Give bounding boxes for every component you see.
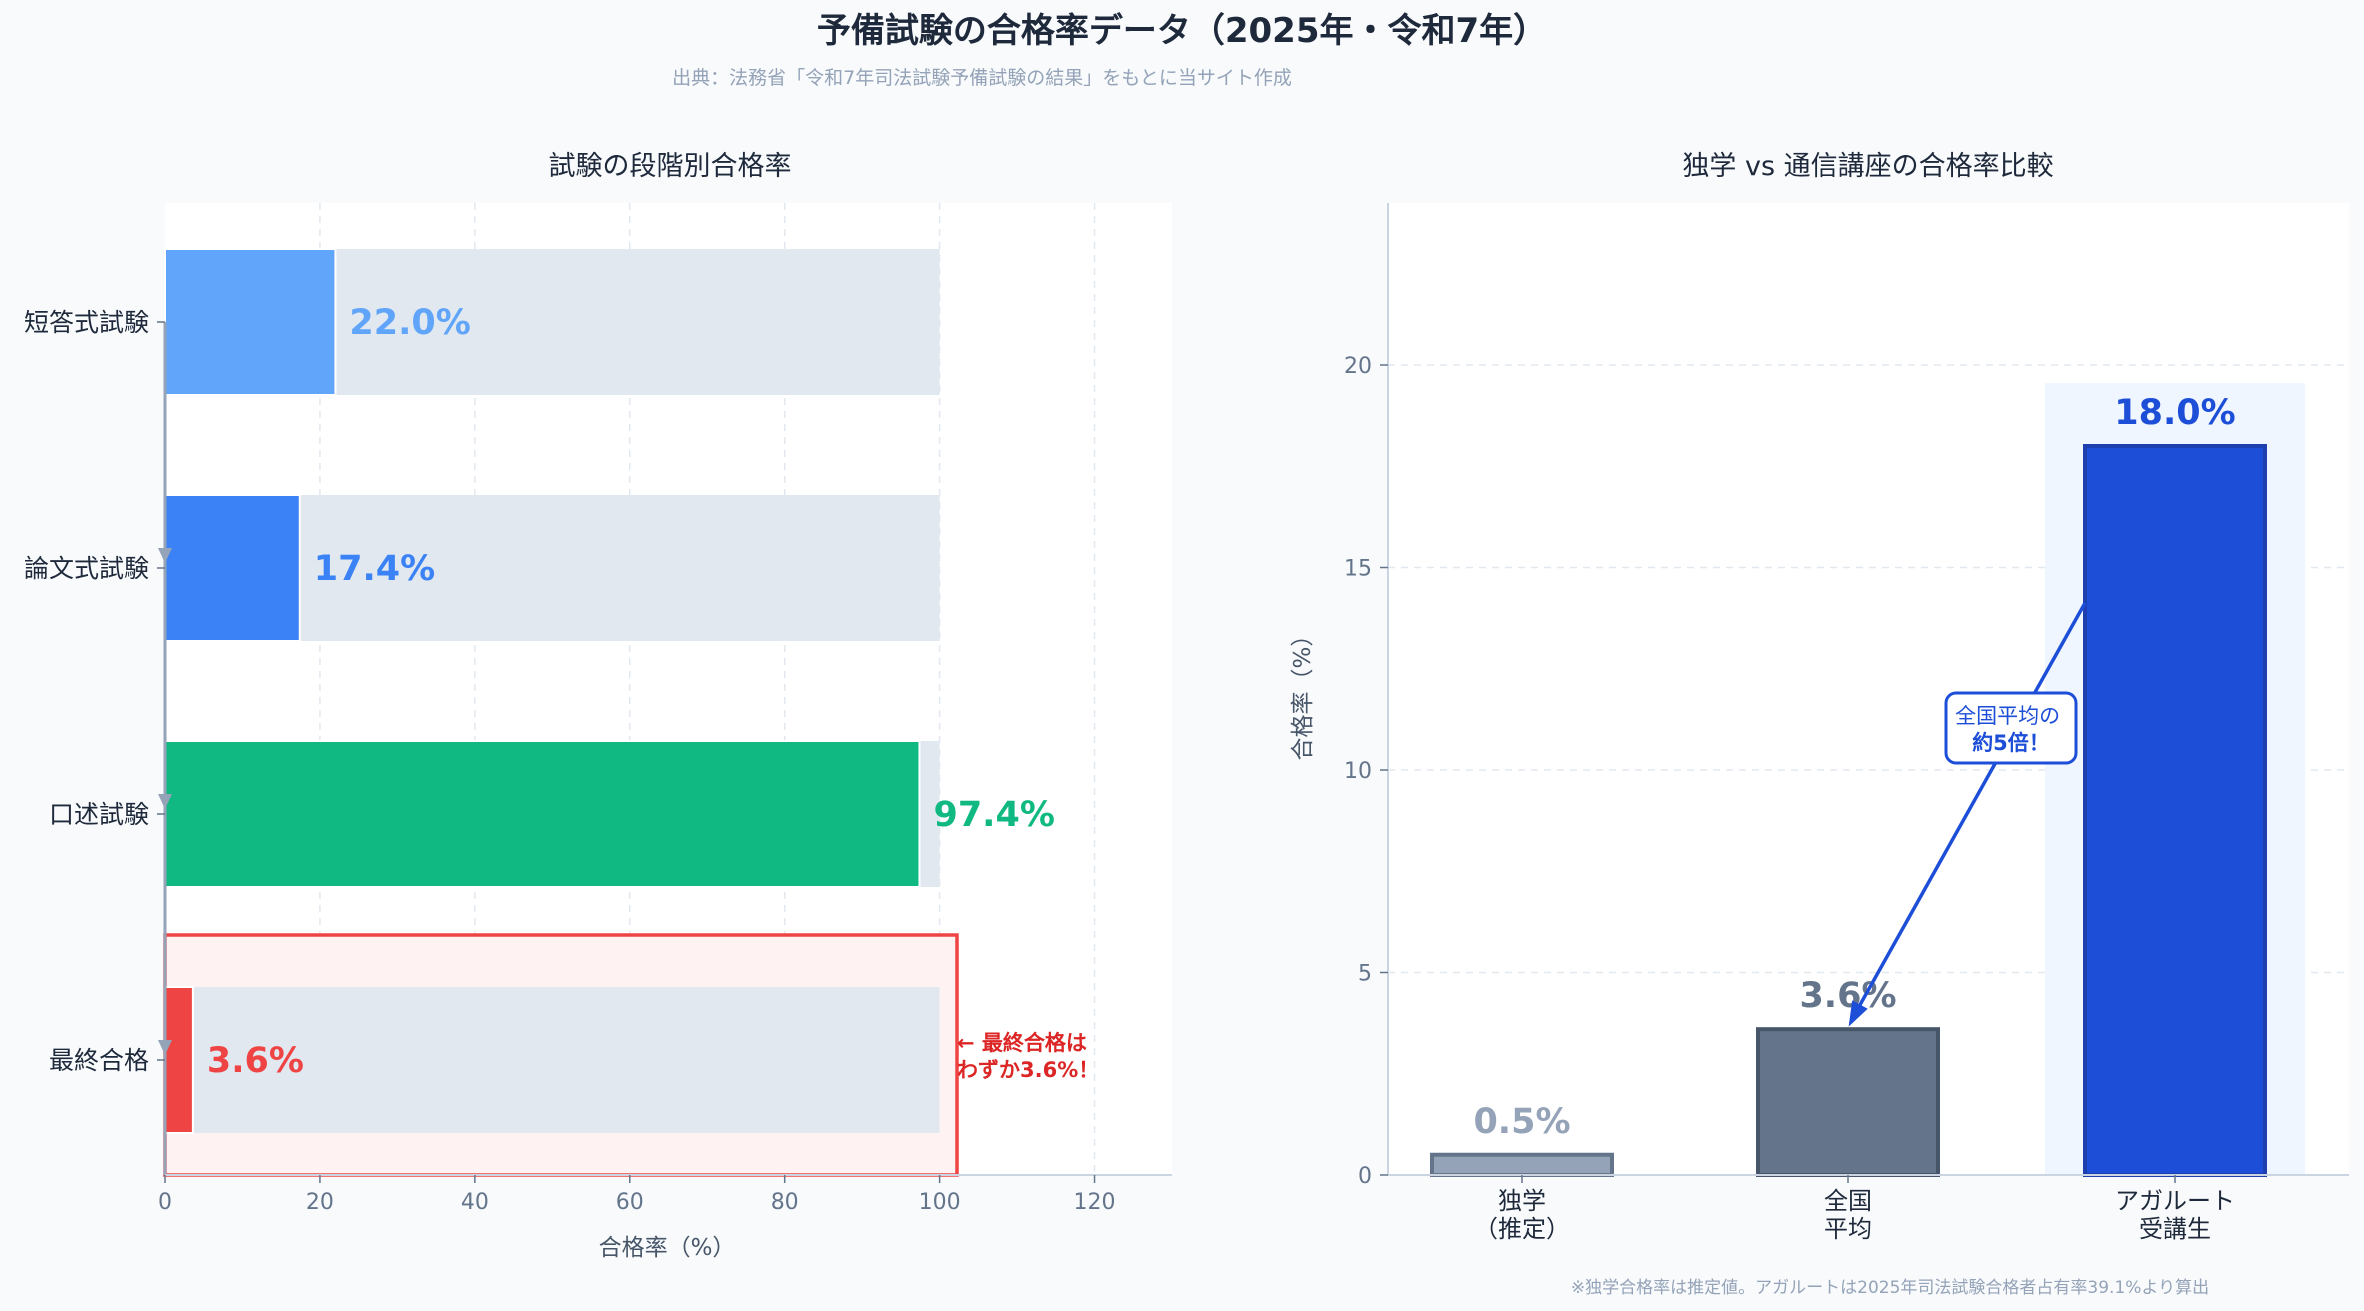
stage-category-label: 最終合格 [49, 1046, 149, 1075]
comparison-callout-box [1944, 691, 2078, 765]
comparison-category-label: 全国平均 [1824, 1187, 1872, 1243]
right-y-axis-label: 合格率（%） [1290, 624, 1316, 761]
left-x-tick-label: 40 [461, 1190, 489, 1215]
comparison-bar [1430, 1152, 1614, 1177]
right-y-tick-label: 15 [1344, 557, 1372, 582]
comparison-callout-line-2: 約5倍！ [1972, 731, 2050, 755]
comparison-category-label-line: 平均 [1824, 1215, 1872, 1243]
stage-bar-value-label: 17.4% [314, 549, 435, 589]
comparison-category-label: アガルート受講生 [2115, 1187, 2235, 1243]
right-y-tick-label: 5 [1358, 962, 1372, 987]
right-y-tick-label: 0 [1358, 1164, 1372, 1189]
comparison-bar [2083, 444, 2267, 1177]
flow-arrow-head-1 [158, 548, 172, 563]
footnote: ※独学合格率は推定値。アガルートは2025年司法試験合格者占有率39.1%より算… [1571, 1278, 2209, 1298]
left-x-tick-label: 60 [616, 1190, 644, 1215]
right-y-tick-label: 20 [1344, 354, 1372, 379]
comparison-category-label: 独学（推定） [1474, 1187, 1570, 1243]
stage-bar [164, 986, 194, 1134]
stage-category-label: 口述試験 [49, 800, 149, 829]
stage-bar [164, 248, 337, 396]
flow-arrow-head-2 [158, 794, 172, 809]
final-pass-annotation-line-2: わずか3.6%！ [957, 1058, 1099, 1082]
left-x-axis-label: 合格率（%） [599, 1235, 736, 1261]
stage-category-label: 論文式試験 [24, 554, 149, 583]
right-chart-title: 独学 vs 通信講座の合格率比較 [1682, 151, 2053, 182]
flow-arrow-head-3 [158, 1040, 172, 1055]
comparison-arrow-head [1848, 1000, 1868, 1027]
comparison-bar-value-label: 18.0% [2114, 393, 2235, 433]
right-y-tick-label: 10 [1344, 759, 1372, 784]
comparison-callout-line-1: 全国平均の [1955, 704, 2060, 728]
stage-pass-rate-chart: 22.0% 17.4% 97.4% 3.6% 0 20 40 60 80 100 120 短答式試… [24, 151, 1172, 1261]
left-chart-title: 試験の段階別合格率 [549, 151, 792, 182]
left-x-tick-label: 100 [919, 1190, 961, 1215]
comparison-category-label-line: （推定） [1474, 1215, 1570, 1243]
left-x-tick-label: 0 [158, 1190, 172, 1215]
figure-title: 予備試験の合格率データ（2025年・令和7年） [817, 11, 1547, 51]
left-x-tick-label: 120 [1074, 1190, 1116, 1215]
stage-bar-value-label: 97.4% [933, 795, 1054, 835]
final-pass-annotation-line-1: ← 最終合格は [957, 1031, 1087, 1055]
left-x-tick-label: 20 [306, 1190, 334, 1215]
stage-bar-value-label: 3.6% [207, 1041, 304, 1081]
self-study-vs-course-chart: 0.5% 3.6% 18.0% 0 5 10 15 20 独学（推定） 全国平均 アガルート受講… [1290, 151, 2349, 1243]
comparison-category-label-line: 受講生 [2139, 1215, 2211, 1243]
comparison-bar [1756, 1027, 1940, 1177]
comparison-bar-value-label: 3.6% [1799, 976, 1896, 1016]
stage-category-label: 短答式試験 [24, 308, 149, 337]
stage-bar [164, 740, 921, 888]
final-pass-annotation: ← 最終合格は わずか3.6%！ [957, 1031, 1099, 1082]
comparison-callout-text: 全国平均の 約5倍！ [1955, 704, 2067, 755]
stage-bar-background [165, 987, 940, 1133]
comparison-arrow-line [1854, 602, 2087, 1013]
stage-bar-value-label: 22.0% [349, 303, 470, 343]
comparison-category-label-line: 独学 [1498, 1187, 1546, 1215]
stage-bar [164, 494, 301, 642]
comparison-category-label-line: 全国 [1824, 1187, 1872, 1215]
comparison-bar-value-label: 0.5% [1473, 1102, 1570, 1142]
figure-subtitle: 出典：法務省「令和7年司法試験予備試験の結果」をもとに当サイト作成 [672, 67, 1292, 89]
comparison-category-label-line: アガルート [2115, 1187, 2235, 1215]
left-x-tick-label: 80 [771, 1190, 799, 1215]
